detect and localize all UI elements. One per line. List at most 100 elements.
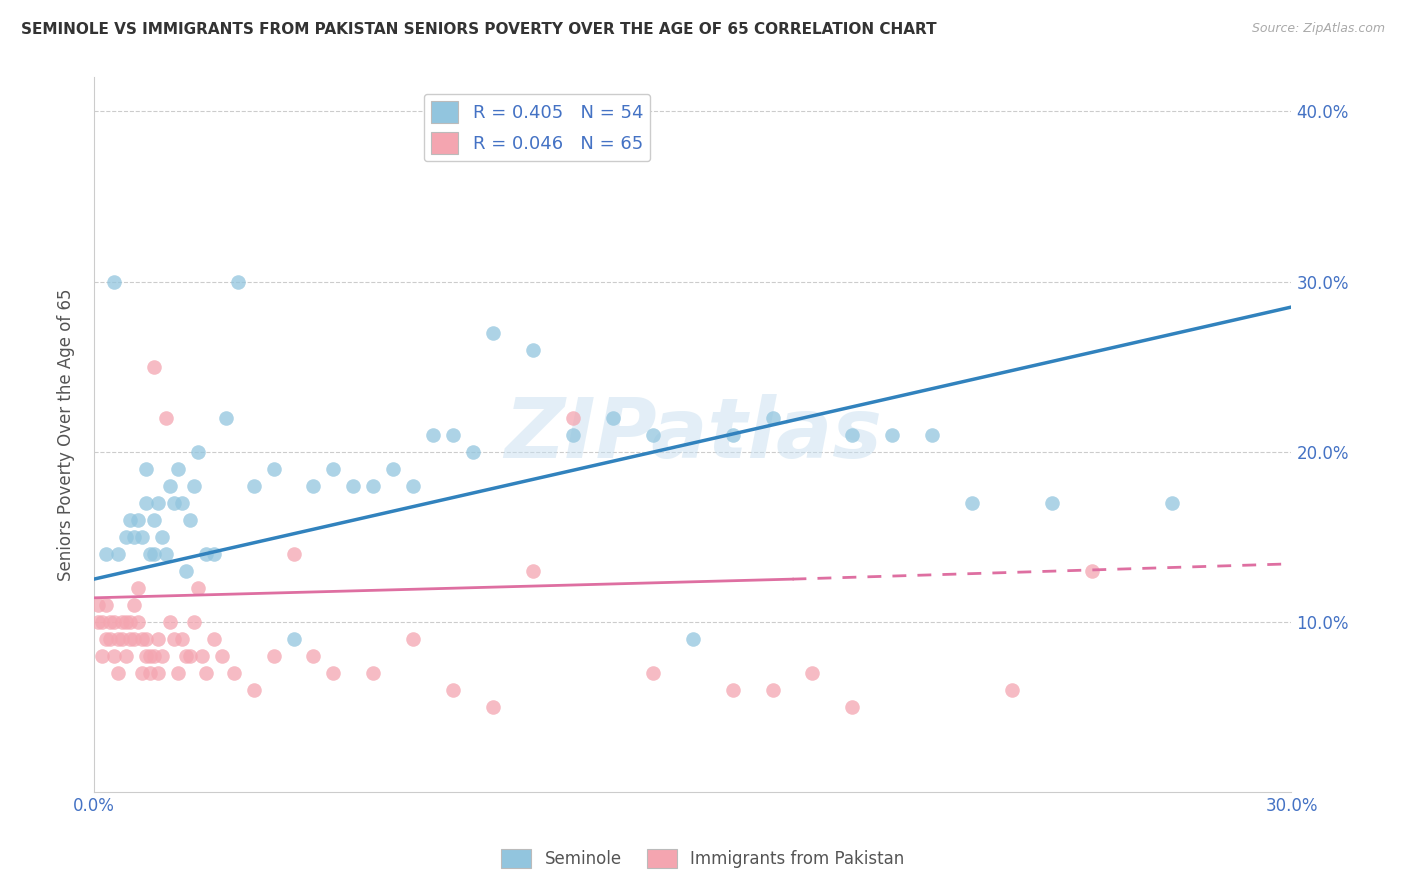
Point: [131, 665, 153, 680]
Point: [283, 632, 305, 646]
Point: [482, 326, 505, 340]
Point: [721, 682, 744, 697]
Point: [150, 648, 173, 663]
Point: [263, 648, 285, 663]
Point: [194, 665, 217, 680]
Text: ZIPatlas: ZIPatlas: [503, 394, 882, 475]
Point: [194, 547, 217, 561]
Point: [139, 648, 162, 663]
Point: [122, 530, 145, 544]
Point: [139, 547, 162, 561]
Point: [135, 648, 157, 663]
Point: [322, 665, 344, 680]
Point: [283, 547, 305, 561]
Point: [441, 682, 464, 697]
Point: [202, 632, 225, 646]
Point: [363, 478, 385, 492]
Point: [118, 632, 141, 646]
Point: [146, 632, 169, 646]
Point: [142, 359, 165, 374]
Point: [150, 530, 173, 544]
Point: [561, 427, 583, 442]
Point: [382, 461, 405, 475]
Point: [183, 478, 205, 492]
Point: [801, 665, 824, 680]
Point: [146, 495, 169, 509]
Point: [342, 478, 364, 492]
Point: [107, 665, 129, 680]
Point: [242, 682, 264, 697]
Point: [187, 444, 209, 458]
Point: [115, 615, 138, 629]
Point: [222, 665, 245, 680]
Point: [159, 478, 181, 492]
Point: [87, 615, 110, 629]
Point: [960, 495, 983, 509]
Point: [131, 632, 153, 646]
Point: [302, 648, 325, 663]
Point: [122, 632, 145, 646]
Point: [761, 682, 783, 697]
Point: [146, 665, 169, 680]
Point: [131, 530, 153, 544]
Point: [841, 699, 863, 714]
Text: Source: ZipAtlas.com: Source: ZipAtlas.com: [1251, 22, 1385, 36]
Point: [103, 648, 125, 663]
Point: [841, 427, 863, 442]
Point: [522, 343, 544, 357]
Point: [682, 632, 704, 646]
Point: [139, 665, 162, 680]
Point: [166, 665, 188, 680]
Point: [242, 478, 264, 492]
Point: [107, 547, 129, 561]
Point: [482, 699, 505, 714]
Point: [127, 615, 149, 629]
Point: [135, 632, 157, 646]
Point: [602, 410, 624, 425]
Point: [190, 648, 212, 663]
Point: [1160, 495, 1182, 509]
Point: [135, 461, 157, 475]
Point: [94, 547, 117, 561]
Point: [174, 564, 197, 578]
Point: [170, 495, 193, 509]
Point: [103, 275, 125, 289]
Point: [98, 632, 121, 646]
Point: [166, 461, 188, 475]
Point: [187, 581, 209, 595]
Point: [441, 427, 464, 442]
Point: [107, 632, 129, 646]
Point: [170, 632, 193, 646]
Point: [87, 598, 110, 612]
Point: [522, 564, 544, 578]
Point: [561, 410, 583, 425]
Point: [127, 581, 149, 595]
Point: [111, 615, 134, 629]
Point: [142, 547, 165, 561]
Point: [94, 632, 117, 646]
Point: [322, 461, 344, 475]
Point: [422, 427, 444, 442]
Point: [721, 427, 744, 442]
Point: [402, 632, 425, 646]
Point: [463, 444, 485, 458]
Point: [174, 648, 197, 663]
Point: [118, 513, 141, 527]
Point: [122, 598, 145, 612]
Point: [118, 615, 141, 629]
Point: [1081, 564, 1104, 578]
Point: [127, 513, 149, 527]
Point: [179, 513, 201, 527]
Point: [155, 410, 177, 425]
Point: [882, 427, 904, 442]
Point: [402, 478, 425, 492]
Point: [163, 495, 186, 509]
Point: [1001, 682, 1024, 697]
Point: [94, 598, 117, 612]
Point: [226, 275, 249, 289]
Point: [90, 615, 112, 629]
Point: [115, 530, 138, 544]
Point: [179, 648, 201, 663]
Point: [103, 615, 125, 629]
Point: [761, 410, 783, 425]
